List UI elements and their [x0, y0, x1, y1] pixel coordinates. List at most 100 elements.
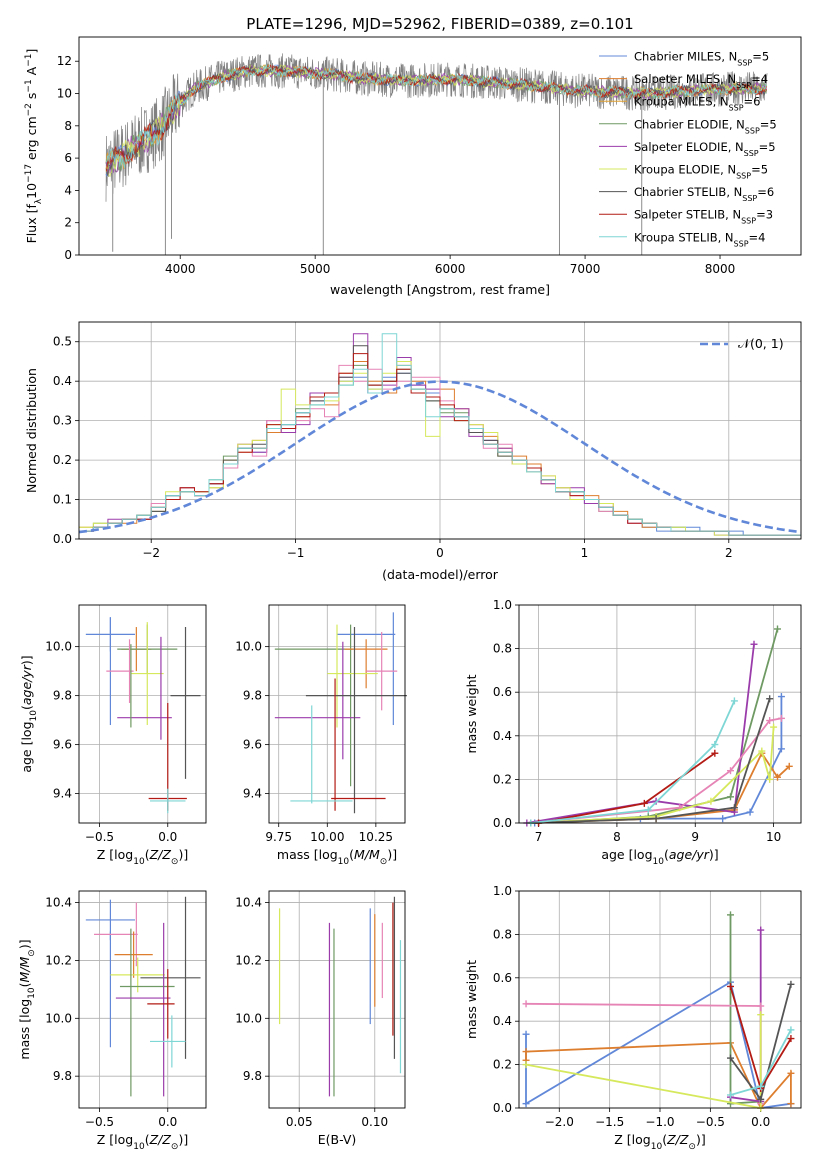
axes-frame: [518, 890, 802, 1109]
legend-label-sub: SSP: [745, 126, 760, 135]
y-axis-label-part: −1: [24, 54, 34, 67]
figure-title: PLATE=1296, MJD=52962, FIBERID=0389, z=0…: [246, 15, 633, 33]
y-tick-label: 9.4: [243, 787, 262, 801]
x-tick-label: 10.25: [359, 830, 393, 844]
y-tick-label: 0.5: [53, 335, 72, 349]
axes-frame: [78, 604, 207, 824]
x-axis-label-part: (: [664, 847, 669, 862]
legend-label-value: =6: [744, 95, 761, 109]
x-tick-label: 8: [613, 830, 621, 844]
y-tick-label: 8: [64, 119, 72, 133]
weight-point-marker: [757, 926, 765, 934]
weight-series-line: [525, 1014, 762, 1110]
weight-series-line: [525, 1002, 762, 1104]
legend-label-value: =4: [749, 230, 766, 244]
weight-point-marker: [757, 1095, 765, 1103]
axes-frame: [518, 604, 802, 824]
y-tick-label: 9.4: [53, 787, 72, 801]
panel-spectrum: 4000 5000 6000 7000 8000 0 2 4 6 8 10 12 wavelength …: [24, 36, 802, 297]
y-tick-label: 0.2: [493, 1058, 512, 1072]
weight-point-marker: [727, 982, 734, 990]
legend-label-value: =5: [760, 117, 777, 131]
y-axis-label-part: ]: [24, 49, 39, 54]
x-tick-label: 4000: [165, 262, 196, 276]
x-axis-label-part: ⊙: [380, 857, 388, 867]
weight-point-marker: [746, 808, 754, 816]
x-axis-label-part: )]: [178, 847, 188, 862]
x-tick-label: 0.0: [158, 830, 177, 844]
y-axis-label: Normed distribution: [24, 368, 39, 493]
weight-point-marker: [787, 980, 795, 988]
y-axis-label-part: 10: [27, 987, 37, 999]
y-axis-label-part: −1: [24, 79, 34, 92]
y-axis-label-part: age [log: [19, 721, 34, 772]
x-tick-label: 7000: [570, 262, 601, 276]
legend-label-value: =5: [751, 163, 768, 177]
weight-point-marker: [757, 1002, 765, 1010]
weight-point-marker: [774, 625, 781, 633]
weight-point-marker: [750, 640, 758, 648]
legend-label-sub: SSP: [744, 148, 759, 157]
y-tick-label: 0.0: [53, 532, 72, 546]
y-axis-label-part: s: [24, 93, 39, 104]
y-tick-label: 0.3: [53, 414, 72, 428]
x-axis-label-part: (: [145, 847, 150, 862]
weight-point-marker: [522, 1100, 530, 1108]
x-axis-label-part: 10: [133, 1142, 145, 1152]
y-tick-label: 9.8: [243, 1069, 262, 1083]
weight-series-line: [530, 727, 775, 824]
x-axis-label-part: Z [log: [97, 1132, 133, 1147]
x-axis-label-part: Z [log: [97, 847, 133, 862]
y-tick-label: 10.2: [45, 953, 72, 967]
y-tick-label: 10.4: [45, 896, 72, 910]
panel-age-vs-z: −0.5 0.09.49.69.810.0Z [log10(Z/Z⊙)]age […: [19, 604, 207, 867]
y-axis-label-part: −17: [24, 164, 34, 183]
y-tick-label: 0.4: [493, 729, 512, 743]
weight-point-marker: [719, 815, 727, 823]
weight-point-marker: [785, 762, 793, 770]
weight-point-marker: [727, 767, 734, 775]
weight-point-marker: [787, 1100, 795, 1108]
x-axis-label-part: Z/Z: [666, 1132, 689, 1147]
y-axis-label-part: (: [19, 705, 34, 710]
y-axis-label-part: λ: [34, 198, 44, 204]
weight-point-marker: [727, 911, 734, 919]
panel-age-vs-mass: 9.75 10.00 10.25 9.4 9.6 9.8 10.0 mass [log10(M…: [235, 604, 407, 867]
x-tick-label: −2: [142, 546, 160, 560]
x-axis-label-part: 10: [653, 857, 665, 867]
legend-label: Kroupa STELIB, NSSP=4: [634, 230, 765, 248]
legend-label-value: =6: [757, 185, 774, 199]
legend-label: Salpeter STELIB, NSSP=3: [634, 208, 773, 226]
x-axis-label: mass [log10(M/M⊙)]: [277, 847, 397, 867]
axes-frame: [78, 890, 207, 1109]
panel-mass-weight-vs-z: −2.0 −1.5 −1.0 −0.5 0.0 0.0 0.2 0.4 0.6 0.8 1.0 Z […: [464, 884, 802, 1152]
y-tick-label: 10.0: [235, 640, 262, 654]
legend-label-name: Chabrier MILES, N: [634, 50, 737, 64]
x-tick-label: −0.5: [85, 1115, 114, 1129]
weight-point-marker: [757, 1082, 765, 1090]
y-tick-label: 0.1: [53, 493, 72, 507]
y-tick-label: 0.8: [493, 927, 512, 941]
x-tick-label: 0.10: [361, 1115, 388, 1129]
y-axis-label-part: −2: [24, 103, 34, 116]
axes-frame: [268, 604, 406, 824]
weight-point-marker: [652, 815, 660, 823]
y-tick-label: 0.4: [493, 1014, 512, 1028]
legend-label-name: Chabrier ELODIE, N: [634, 117, 745, 131]
x-axis-label: age [log10(age/yr)]: [601, 847, 718, 867]
weight-series-line: [525, 1041, 792, 1110]
y-tick-label: 6: [64, 151, 72, 165]
legend-label-sub: SSP: [736, 81, 751, 90]
legend-label-name: Salpeter STELIB, N: [634, 208, 741, 222]
weight-series-line: [530, 698, 771, 824]
y-axis-label-part: 10: [24, 183, 39, 199]
axes-frame: [78, 36, 802, 256]
x-axis-label-part: (: [349, 847, 354, 862]
y-axis-label-part: )]: [17, 939, 32, 949]
x-axis-label-part: )]: [709, 847, 719, 862]
x-tick-label: 9: [691, 830, 699, 844]
y-tick-label: 0.8: [493, 642, 512, 656]
legend-label-name: Kroupa STELIB, N: [634, 230, 734, 244]
x-axis-label-part: age [log: [601, 847, 652, 862]
